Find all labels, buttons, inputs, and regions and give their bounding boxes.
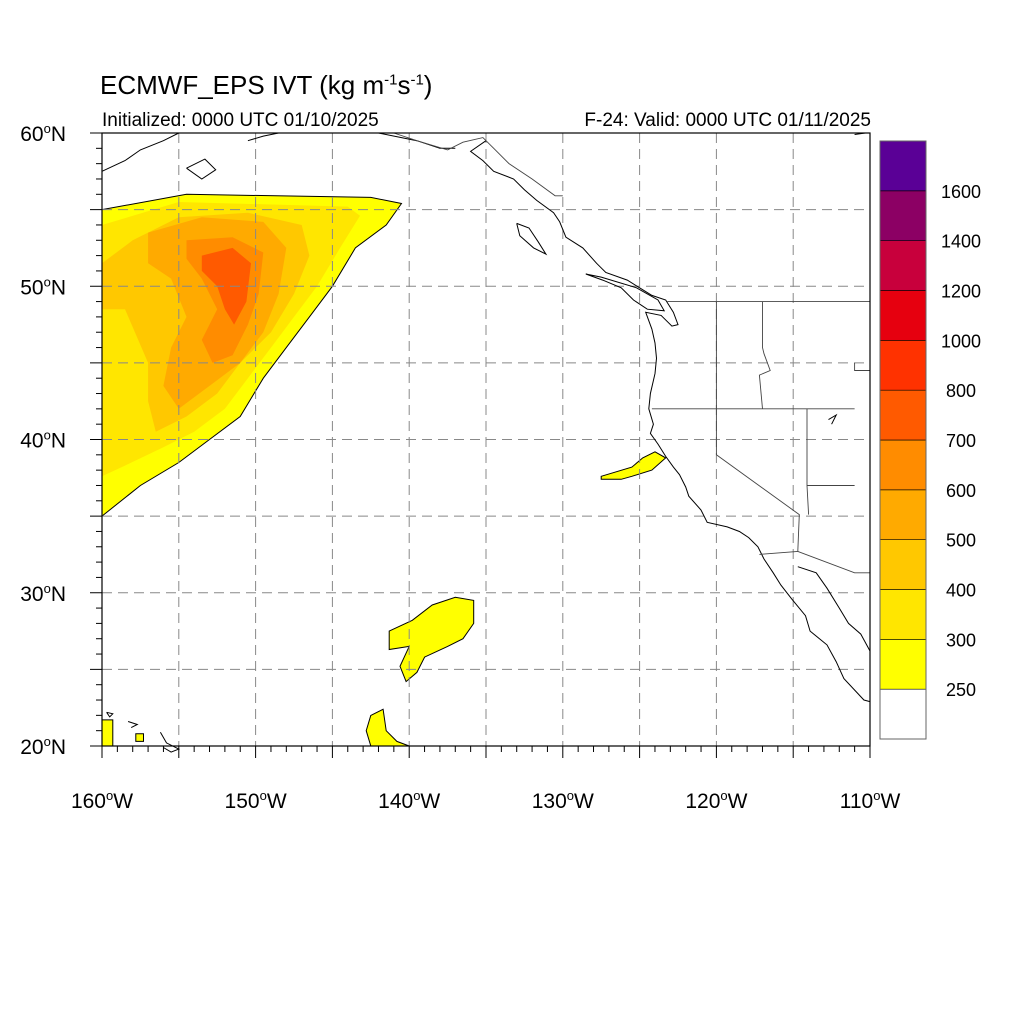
colorbar-box — [879, 639, 927, 690]
colorbar-label: 500 — [946, 531, 976, 551]
coastline — [469, 140, 871, 703]
colorbar-label: 800 — [946, 381, 976, 401]
ivt-region-hawaii-patch-east — [135, 733, 144, 742]
colorbar-label: 250 — [946, 680, 976, 700]
colorbar-box — [879, 539, 927, 590]
ivt-region-southern-patch — [365, 708, 410, 747]
colorbar-box — [879, 589, 927, 640]
lon-label-150W: 150oW — [225, 788, 287, 813]
colorbar-box — [879, 340, 927, 391]
lat-lon-grid — [102, 133, 870, 746]
colorbar-label: 400 — [946, 581, 976, 601]
state-border — [393, 132, 563, 197]
colorbar-box — [879, 489, 927, 540]
colorbar-box — [879, 140, 927, 192]
coastline — [516, 222, 548, 256]
colorbar-box — [879, 389, 927, 441]
valid-time-label: F-24: Valid: 0000 UTC 01/11/2025 — [584, 110, 871, 131]
coastline-layer — [101, 132, 871, 753]
lon-label-160W: 160oW — [71, 788, 133, 813]
lon-label-110W: 110oW — [840, 788, 901, 813]
colorbar-label: 1000 — [941, 331, 981, 351]
init-time-label: Initialized: 0000 UTC 01/10/2025 — [102, 110, 379, 131]
latitude-labels: 60oN 50oN 40oN 30oN 20oN — [20, 121, 66, 759]
lat-label-30N: 30oN — [20, 581, 66, 606]
ivt-fill-layer — [101, 193, 667, 747]
colorbar-label: 1400 — [941, 232, 981, 252]
state-border — [806, 408, 810, 515]
coastline — [101, 132, 180, 172]
coastline — [585, 273, 666, 312]
lon-label-140W: 140oW — [378, 788, 440, 813]
coastline — [106, 711, 114, 718]
colorbar-label: 1200 — [941, 282, 981, 302]
lat-label-50N: 50oN — [20, 274, 66, 299]
political-borders-layer — [393, 132, 870, 574]
lon-label-130W: 130oW — [532, 788, 594, 813]
coastline — [186, 158, 217, 180]
colorbar-box — [879, 688, 927, 740]
ivt-region-hawaii-patch-west — [101, 719, 114, 747]
state-border — [715, 301, 870, 574]
lat-label-60N: 60oN — [20, 121, 66, 146]
coastline — [797, 566, 871, 652]
colorbar-frame — [879, 140, 927, 740]
ivt-region-coastal-ivt-patch — [600, 451, 667, 480]
colorbar-label: 1600 — [941, 182, 981, 202]
lat-label-20N: 20oN — [20, 734, 66, 759]
state-border — [854, 362, 870, 371]
colorbar-box — [879, 190, 927, 241]
state-border — [758, 301, 771, 409]
colorbar-box — [879, 290, 927, 341]
coastline — [247, 132, 279, 142]
colorbar-label: 700 — [946, 431, 976, 451]
colorbar-box — [879, 439, 927, 491]
axis-ticks — [90, 132, 871, 758]
colorbar-box — [879, 240, 927, 291]
colorbar-label: 300 — [946, 630, 976, 650]
ivt-region-central-pacific-patch — [388, 596, 475, 683]
chart-title: ECMWF_EPS IVT (kg m-1s-1) — [100, 70, 433, 100]
lat-label-40N: 40oN — [20, 428, 66, 453]
colorbar: 250 300 400 500 600 700 800 1000 1200 1400 1600 — [879, 140, 981, 740]
state-border — [759, 550, 798, 555]
longitude-labels: 160oW 150oW 140oW 130oW 120oW 110oW — [71, 788, 901, 813]
lon-label-120W: 120oW — [685, 788, 747, 813]
colorbar-label: 600 — [946, 481, 976, 501]
ivt-region-main-core-700 — [201, 247, 251, 325]
coastline — [828, 413, 838, 425]
coastline — [127, 721, 139, 729]
